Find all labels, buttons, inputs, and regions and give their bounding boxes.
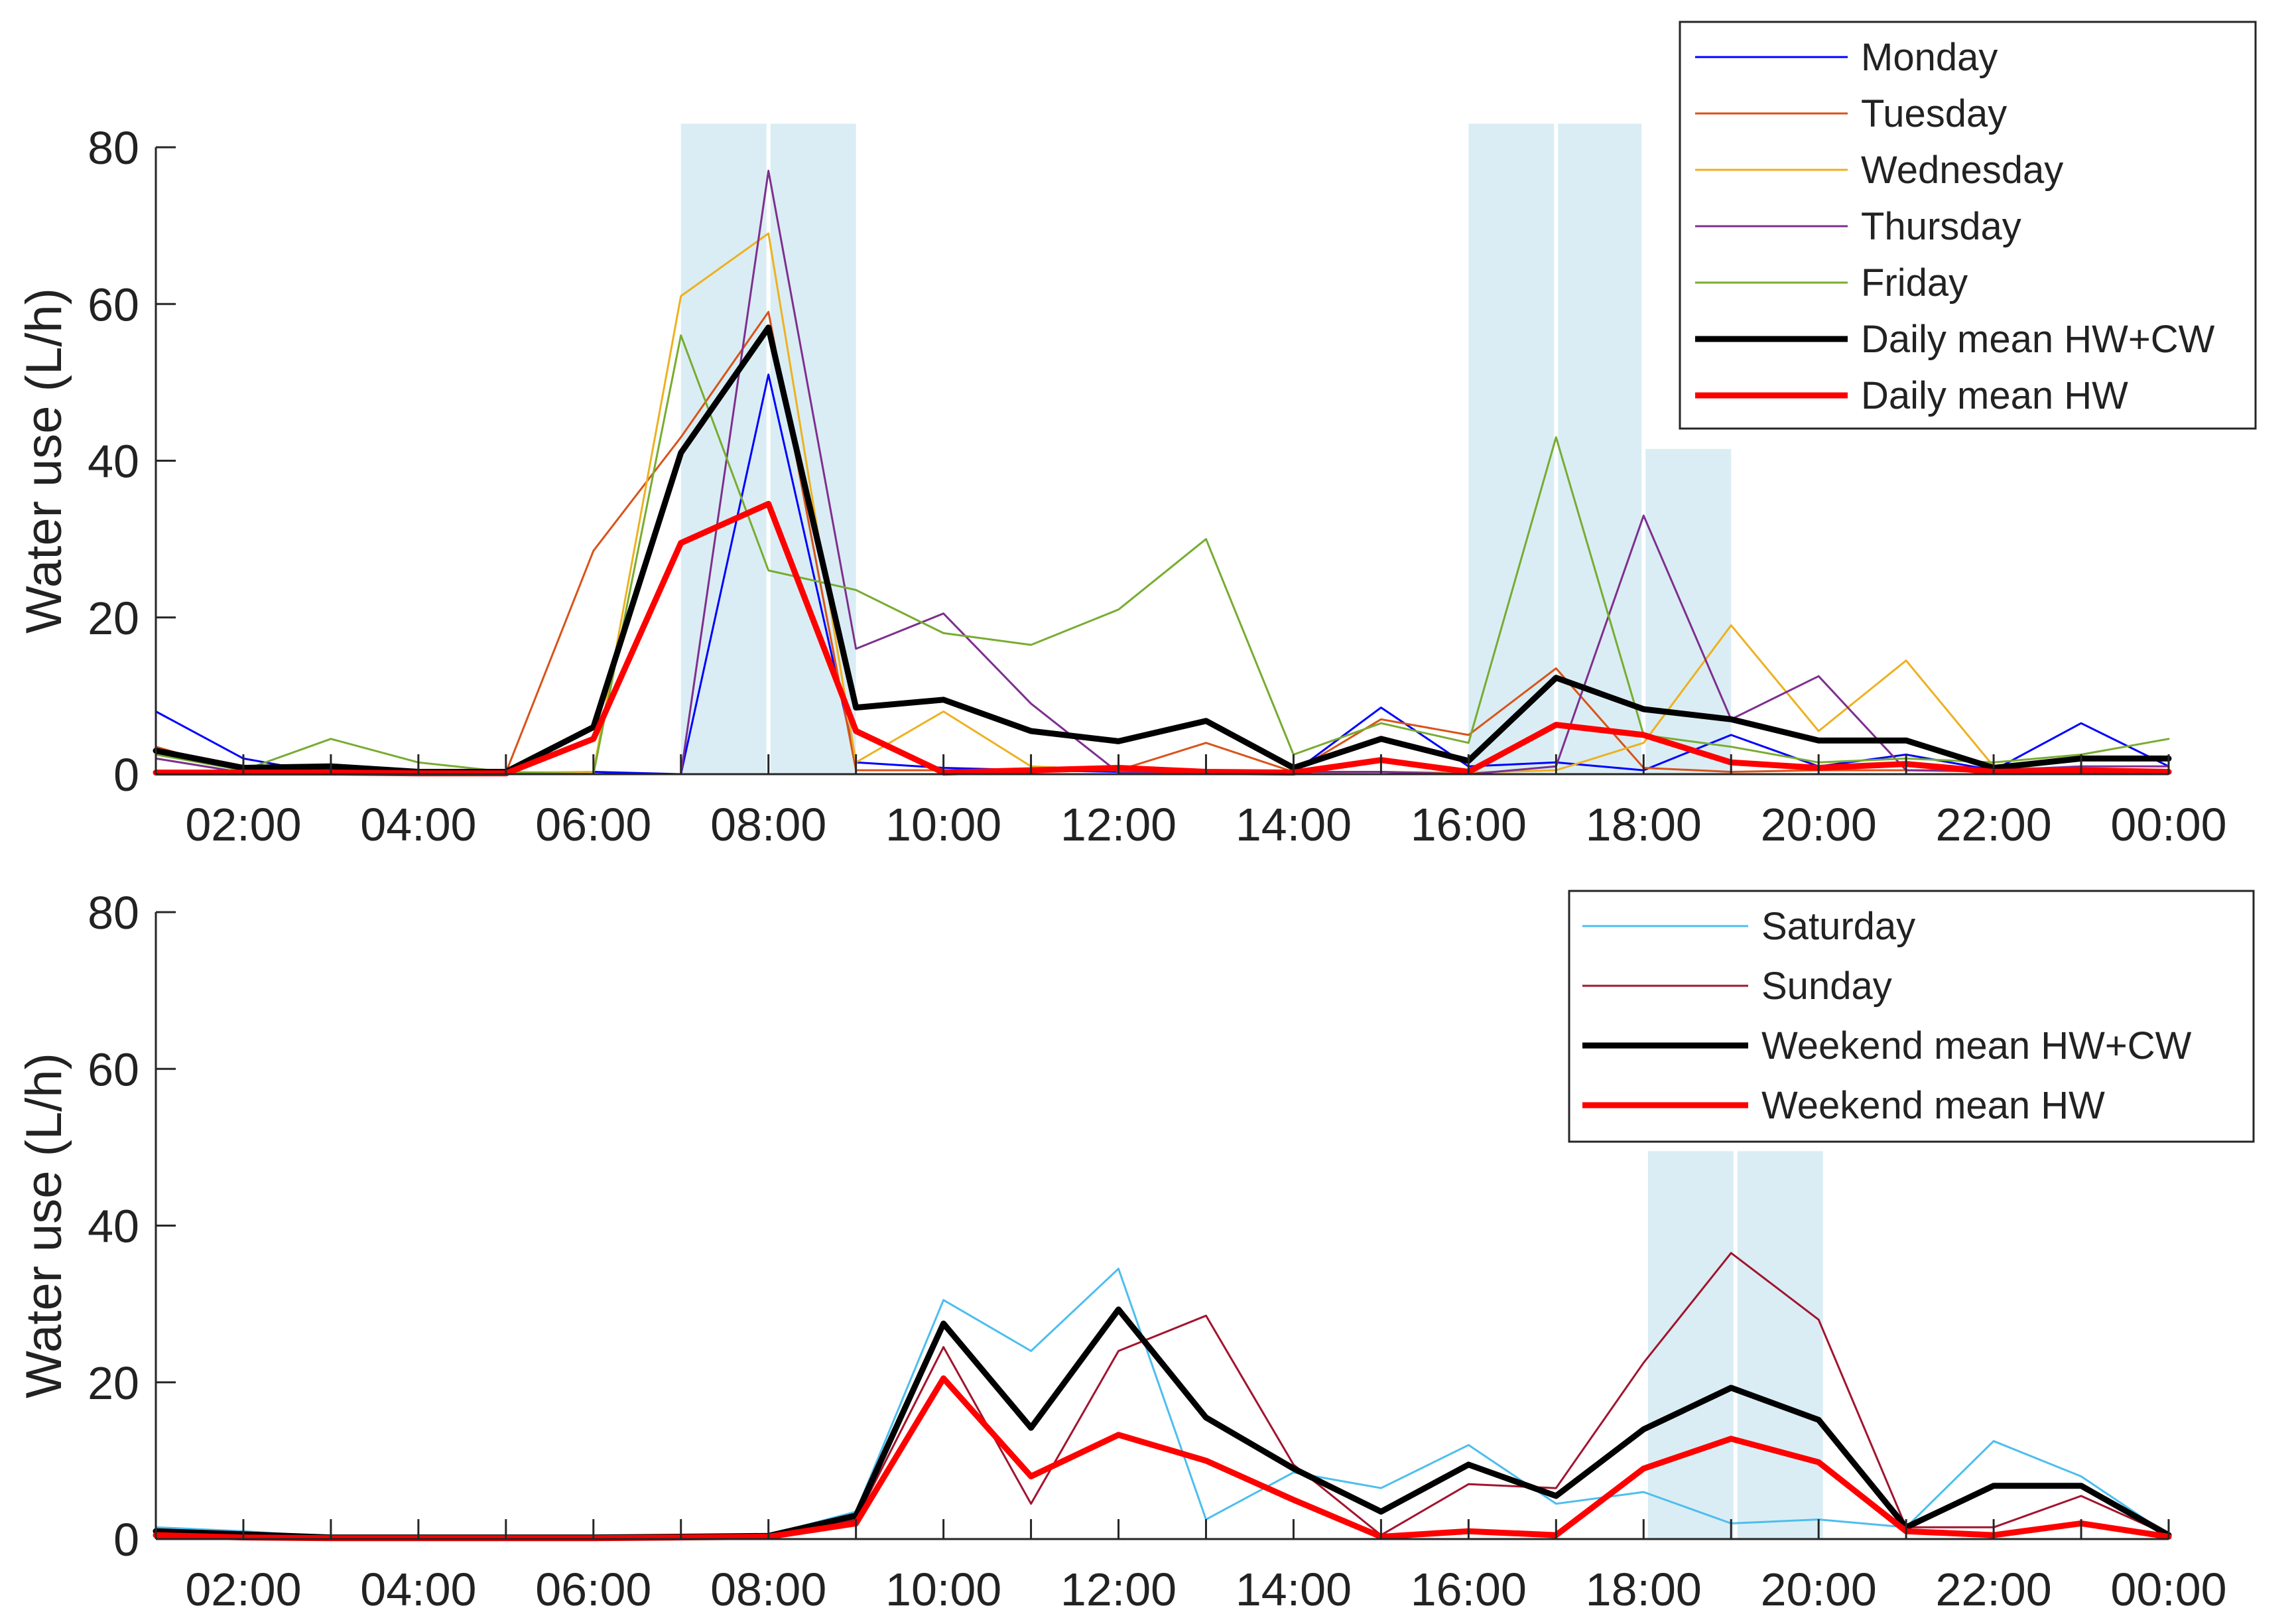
x-tick-label: 20:00 — [1761, 1564, 1877, 1615]
x-tick-label: 14:00 — [1236, 1564, 1352, 1615]
x-tick-label: 06:00 — [535, 799, 651, 850]
legend-label-tuesday: Tuesday — [1861, 92, 2007, 135]
x-tick-label: 16:00 — [1411, 1564, 1527, 1615]
legend-label-weekend-mean-hw: Weekend mean HW — [1761, 1084, 2105, 1127]
x-tick-label: 08:00 — [710, 1564, 826, 1615]
x-tick-label: 18:00 — [1586, 799, 1702, 850]
x-tick-label: 02:00 — [185, 1564, 301, 1615]
y-tick-label: 20 — [88, 1357, 139, 1409]
x-tick-label: 04:00 — [360, 1564, 476, 1615]
legend-label-monday: Monday — [1861, 36, 1998, 79]
y-axis-label: Water use (L/h) — [16, 1053, 72, 1398]
x-tick-label: 10:00 — [885, 1564, 1001, 1615]
legend-label-daily-mean-hw-cw: Daily mean HW+CW — [1861, 318, 2215, 361]
y-tick-label: 60 — [88, 279, 139, 330]
legend: Saturday Sunday Weekend mean HW+CW Weekend … — [1568, 890, 2255, 1143]
y-tick-label: 80 — [88, 887, 139, 939]
weekday-panel: 0 20 40 60 80 02:00 04:00 06:00 08:00 10:00 12:00 1… — [16, 21, 2257, 850]
y-tick-label: 40 — [88, 1201, 139, 1252]
x-tick-label: 00:00 — [2110, 799, 2226, 850]
series-line-weekend-mean-hw — [153, 1375, 2172, 1542]
x-tick-label: 20:00 — [1761, 799, 1877, 850]
x-tick-label: 16:00 — [1411, 799, 1527, 850]
x-tick-label: 22:00 — [1936, 1564, 2052, 1615]
x-tick-label: 10:00 — [885, 799, 1001, 850]
legend-label-weekend-mean-hw-cw: Weekend mean HW+CW — [1761, 1024, 2192, 1067]
weekend-panel: 0 20 40 60 80 02:00 04:00 06:00 08:00 10:00 12:00 1… — [16, 887, 2255, 1615]
legend-label-friday: Friday — [1861, 261, 1968, 304]
y-axis-label: Water use (L/h) — [16, 288, 72, 634]
x-tick-label: 12:00 — [1060, 1564, 1177, 1615]
y-tick-label: 60 — [88, 1044, 139, 1095]
x-tick-label: 22:00 — [1936, 799, 2052, 850]
x-tick-label: 04:00 — [360, 799, 476, 850]
legend-label-daily-mean-hw: Daily mean HW — [1861, 374, 2128, 417]
y-tick-label: 80 — [88, 122, 139, 174]
y-tick-label: 40 — [88, 436, 139, 488]
legend-label-sunday: Sunday — [1761, 965, 1892, 1008]
x-tick-label: 14:00 — [1236, 799, 1352, 850]
x-tick-label: 02:00 — [185, 799, 301, 850]
x-tick-label: 08:00 — [710, 799, 826, 850]
x-tick-label: 12:00 — [1060, 799, 1177, 850]
y-tick-label: 0 — [113, 1514, 139, 1566]
legend: Monday Tuesday Wednesday Thursday Friday Dail… — [1679, 21, 2257, 430]
y-tick-label: 20 — [88, 592, 139, 644]
legend-box — [1568, 890, 2255, 1143]
x-tick-label: 06:00 — [535, 1564, 651, 1615]
legend-label-wednesday: Wednesday — [1861, 149, 2063, 192]
legend-label-saturday: Saturday — [1761, 905, 1915, 948]
y-tick-label: 0 — [113, 749, 139, 801]
x-tick-label: 00:00 — [2110, 1564, 2226, 1615]
x-tick-label: 18:00 — [1586, 1564, 1702, 1615]
legend-label-thursday: Thursday — [1861, 205, 2021, 248]
